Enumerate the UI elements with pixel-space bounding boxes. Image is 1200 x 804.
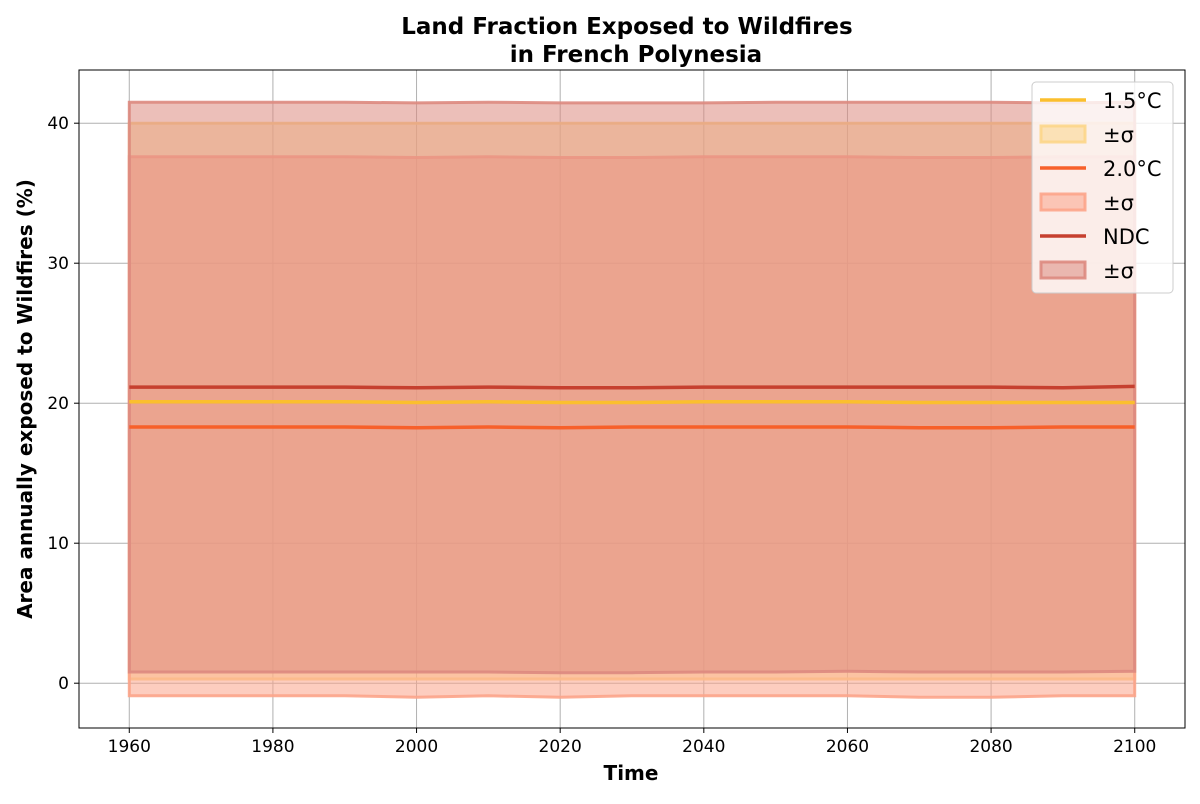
x-tick-label: 1960 xyxy=(108,737,151,757)
x-tick-label: 1980 xyxy=(251,737,294,757)
plot-frame xyxy=(78,69,1186,729)
x-tick-label: 2020 xyxy=(539,737,582,757)
line-1-5-c xyxy=(129,400,1135,405)
y-tick-label: 0 xyxy=(58,674,69,694)
line-2-0-c xyxy=(129,425,1135,430)
y-tick-label: 10 xyxy=(47,534,69,554)
x-tick-label: 2040 xyxy=(682,737,725,757)
band-layer xyxy=(127,100,1137,699)
line-ndc xyxy=(129,384,1135,390)
legend-band-label-2-0-c: ±σ xyxy=(1103,191,1134,215)
tick-layer: 1960 1980 2000 2020 2040 2060 2080 2100 0 10 20 30 4… xyxy=(47,114,1156,757)
x-tick-label: 2080 xyxy=(969,737,1012,757)
legend-swatch-1-5-c xyxy=(1039,124,1087,144)
y-axis-label: Area annually exposed to Wildfires (%) xyxy=(13,179,37,619)
y-tick-label: 20 xyxy=(47,394,69,414)
legend-label-1-5-c: 1.5°C xyxy=(1103,89,1162,113)
line-layer xyxy=(129,384,1135,430)
legend-label-2-0-c: 2.0°C xyxy=(1103,157,1162,181)
chart-title-line2: in French Polynesia xyxy=(510,42,762,68)
x-axis-label: Time xyxy=(604,761,659,785)
legend-label-ndc: NDC xyxy=(1103,225,1150,249)
legend-swatch-2-0-c xyxy=(1039,192,1087,212)
legend: 1.5°C ±σ 2.0°C ±σ NDC ±σ xyxy=(1031,81,1174,294)
y-tick-label: 30 xyxy=(47,254,69,274)
legend-band-label-ndc: ±σ xyxy=(1103,259,1134,283)
x-tick-label: 2060 xyxy=(826,737,869,757)
x-tick-label: 2000 xyxy=(395,737,438,757)
legend-swatch-ndc xyxy=(1039,260,1087,280)
legend-band-label-1-5-c: ±σ xyxy=(1103,123,1134,147)
chart-title-line1: Land Fraction Exposed to Wildfires xyxy=(401,14,852,40)
y-tick-label: 40 xyxy=(47,114,69,134)
x-tick-label: 2100 xyxy=(1113,737,1156,757)
